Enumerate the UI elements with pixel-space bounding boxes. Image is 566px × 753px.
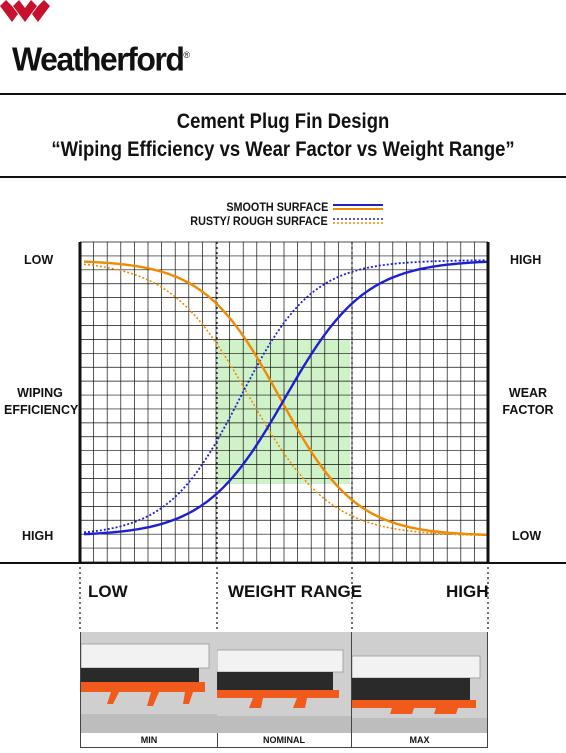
wear-factor-axis-label: WEAR FACTOR [502, 386, 554, 417]
wiping-efficiency-axis-label: WIPING EFFICIENCY [4, 386, 79, 417]
fin-caption-max: MAX [352, 733, 488, 748]
wiping-efficiency-high-label: HIGH [22, 529, 54, 543]
wear-factor-rough-curve [83, 259, 488, 534]
legend-swatches [333, 204, 383, 224]
title-divider [0, 176, 566, 178]
wear-factor-smooth-curve [83, 260, 489, 536]
weight-range-label: WEIGHT RANGE [228, 582, 363, 601]
fin-photo-max [352, 632, 488, 733]
legend-rough-label: RUSTY/ ROUGH SURFACE [190, 214, 328, 228]
weight-range-low-label: LOW [88, 582, 128, 601]
wear-factor-high-label: HIGH [510, 253, 542, 267]
wiping-efficiency-rough-curve [83, 263, 489, 537]
wear-factor-low-label: LOW [512, 529, 542, 543]
weatherford-logo-icon [0, 0, 50, 22]
legend-smooth-label: SMOOTH SURFACE [225, 200, 328, 214]
optimal-weight-zone [217, 340, 350, 484]
weight-range-high-label: HIGH [446, 582, 489, 601]
fin-photo-min [80, 632, 218, 733]
title-line-2: “Wiping Efficiency vs Wear Factor vs Wei… [51, 138, 515, 161]
chart-area [0, 241, 566, 632]
wiping-efficiency-smooth-curve [83, 260, 488, 536]
wiping-efficiency-low-label: LOW [24, 253, 54, 267]
fin-photo-nominal [217, 632, 352, 733]
fin-caption-nominal: NOMINAL [217, 733, 352, 748]
fin-caption-min: MIN [80, 733, 218, 748]
header-divider [0, 93, 566, 95]
title-line-1: Cement Plug Fin Design [176, 110, 390, 133]
brand-name: Weatherford® [12, 40, 191, 78]
